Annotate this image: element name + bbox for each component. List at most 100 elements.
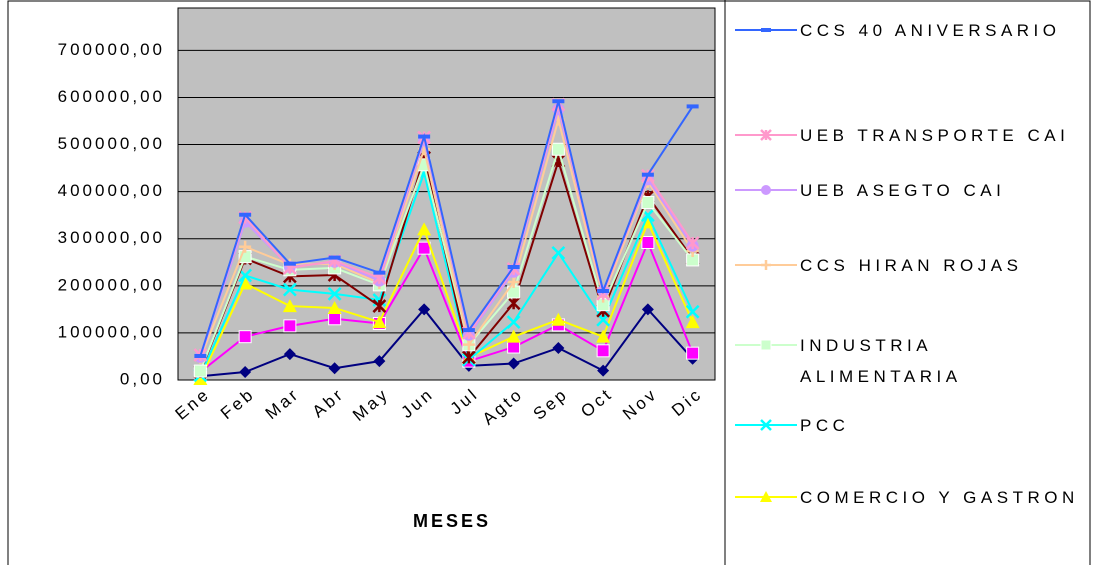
- marker: [641, 303, 654, 316]
- legend-label: UEB TRANSPORTE CAI: [800, 126, 1070, 145]
- x-tick-label: May: [349, 384, 393, 425]
- x-tick-label: Abr: [309, 384, 348, 421]
- x-tick-label: Oct: [577, 384, 616, 421]
- marker: [686, 346, 700, 360]
- marker: [418, 134, 431, 139]
- legend-label: UEB ASEGTO CAI: [800, 181, 1006, 200]
- y-tick-label: 400000,00: [58, 181, 165, 200]
- marker: [596, 329, 611, 343]
- y-tick-label: 0,00: [120, 369, 165, 388]
- marker: [761, 185, 771, 195]
- marker: [328, 312, 342, 326]
- marker: [761, 28, 771, 32]
- x-tick-label: Ene: [172, 384, 214, 424]
- legend-label: INDUSTRIA ALIMENTARIA: [800, 336, 962, 386]
- marker: [239, 212, 252, 217]
- series-line: [199, 169, 694, 376]
- x-tick-label: Nov: [619, 384, 661, 424]
- y-tick-label: 500000,00: [58, 134, 165, 153]
- x-tick-label: Jul: [447, 384, 483, 418]
- marker: [238, 268, 253, 283]
- marker: [760, 491, 772, 502]
- series-line: [199, 115, 694, 359]
- marker: [327, 300, 342, 314]
- marker: [551, 142, 565, 156]
- marker: [507, 276, 520, 289]
- marker: [506, 329, 521, 343]
- x-tick-label: Feb: [217, 384, 259, 423]
- y-tick-label: 200000,00: [58, 275, 165, 294]
- y-tick-label: 100000,00: [58, 322, 165, 341]
- marker: [283, 348, 296, 361]
- marker: [760, 419, 772, 431]
- series-line: [199, 239, 694, 373]
- series-line: [199, 145, 694, 372]
- marker: [462, 328, 475, 333]
- marker: [761, 260, 771, 270]
- marker: [328, 255, 341, 260]
- marker: [372, 299, 387, 313]
- plot-area: [177, 7, 716, 381]
- x-tick-label: Sep: [530, 384, 572, 424]
- chart-border: [7, 0, 1091, 565]
- marker: [283, 319, 297, 333]
- marker: [239, 365, 252, 378]
- marker: [760, 129, 772, 141]
- marker: [686, 104, 699, 109]
- marker: [551, 245, 566, 260]
- y-tick-label: 300000,00: [58, 228, 165, 247]
- marker: [552, 341, 565, 354]
- x-axis-title: MESES: [413, 511, 491, 531]
- marker: [282, 282, 297, 297]
- marker: [597, 289, 610, 294]
- marker: [685, 315, 700, 329]
- marker: [552, 99, 565, 104]
- marker: [641, 195, 655, 209]
- series: [193, 215, 700, 386]
- series-line: [200, 307, 694, 378]
- marker: [238, 330, 252, 344]
- marker: [760, 339, 772, 351]
- marker: [506, 296, 521, 311]
- marker: [685, 236, 700, 250]
- marker: [193, 372, 208, 386]
- legend-label: PCC: [800, 416, 850, 435]
- marker: [596, 344, 610, 358]
- marker: [507, 264, 520, 269]
- marker: [685, 304, 700, 319]
- marker: [327, 286, 342, 301]
- legend-label: CCS HIRAN ROJAS: [800, 256, 1023, 275]
- marker: [328, 362, 341, 375]
- marker: [461, 350, 476, 365]
- series: [194, 99, 699, 358]
- marker: [238, 276, 253, 290]
- marker: [283, 261, 296, 266]
- series-line: [199, 219, 694, 380]
- marker: [641, 172, 654, 177]
- x-tick-label: Dic: [668, 384, 706, 420]
- marker: [194, 353, 207, 358]
- marker: [372, 315, 387, 329]
- marker: [551, 312, 566, 326]
- marker: [507, 357, 520, 370]
- legend-label: CCS 40 ANIVERSARIO: [800, 21, 1061, 40]
- marker: [597, 364, 610, 377]
- marker: [282, 299, 297, 313]
- series: [193, 142, 700, 378]
- legend-label: COMERCIO Y GASTRON: [800, 488, 1079, 507]
- y-tick-label: 700000,00: [58, 40, 165, 59]
- marker: [239, 240, 252, 253]
- marker: [507, 340, 521, 354]
- marker: [373, 355, 386, 368]
- marker: [193, 364, 207, 378]
- x-tick-label: Mar: [262, 384, 304, 423]
- marker: [418, 303, 431, 316]
- x-tick-label: Agto: [479, 384, 527, 429]
- marker: [417, 222, 432, 236]
- marker: [641, 236, 655, 250]
- y-tick-label: 600000,00: [58, 87, 165, 106]
- marker: [373, 270, 386, 275]
- series-line: [199, 100, 694, 357]
